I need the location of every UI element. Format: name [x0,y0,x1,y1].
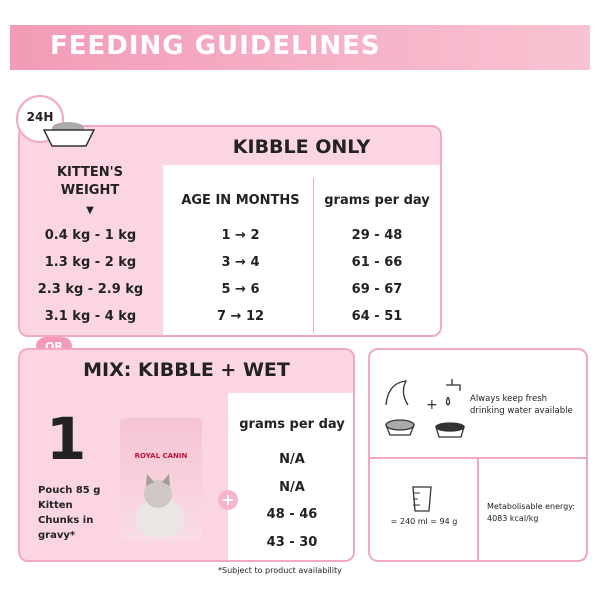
mix-number: 1 [46,405,87,473]
table-cell: 29 - 48 [351,228,403,243]
table-cell: 1.3 kg - 2 kg [44,255,137,270]
kibble-table [163,165,440,335]
weight-header: KITTEN'S WEIGHT [56,165,124,198]
mix-value: 48 - 46 [266,507,318,522]
plus: + [218,490,238,510]
table-cell: 1 → 2 [221,228,260,243]
cup-icon [412,486,432,512]
table-cell: 3 → 4 [221,255,260,270]
svg-text:+: + [426,397,438,413]
water-note: Always keep fresh drinking water availab… [470,394,573,416]
grams-header: grams per day [324,193,430,208]
table-cell: 3.1 kg - 4 kg [44,309,137,324]
pouch-text: Pouch 85 g Kitten Chunks in gravy* [38,485,101,541]
age-header: AGE IN MONTHS [181,193,300,208]
divider [370,457,586,459]
mix-value: N/A [279,479,305,495]
header-band [10,25,590,70]
table-cell: 5 → 6 [221,282,260,297]
bowl-icon [42,122,96,147]
title: FEEDING GUIDELINES [50,31,381,61]
table-cell: 61 - 66 [351,255,403,270]
energy: Metabolisable energy: 4083 kcal/kg [487,502,576,523]
measure: = 240 ml = 94 g [390,517,458,526]
divider [477,459,479,560]
footnote: *Subject to product availability [218,566,342,575]
table-cell: 0.4 kg - 1 kg [44,228,137,243]
table-cell: 64 - 51 [351,309,403,324]
mix-grams-header: grams per day [239,417,345,432]
mix-title: MIX: KIBBLE + WET [83,359,290,381]
table-cell: 2.3 kg - 2.9 kg [37,282,144,297]
badge: 24H [26,110,54,124]
divider [313,178,314,333]
mix-value: N/A [279,452,305,467]
arrow: ▼ [86,205,94,216]
table-cell: 7 → 12 [216,309,265,324]
brand: ROYAL CANIN [134,452,188,460]
mix-table [228,393,353,560]
mix-value: 43 - 30 [266,534,318,550]
table-cell: 69 - 67 [351,282,403,297]
kitten-image [136,474,184,538]
water-icon: + [385,379,465,438]
kibble-title: KIBBLE ONLY [232,136,371,158]
